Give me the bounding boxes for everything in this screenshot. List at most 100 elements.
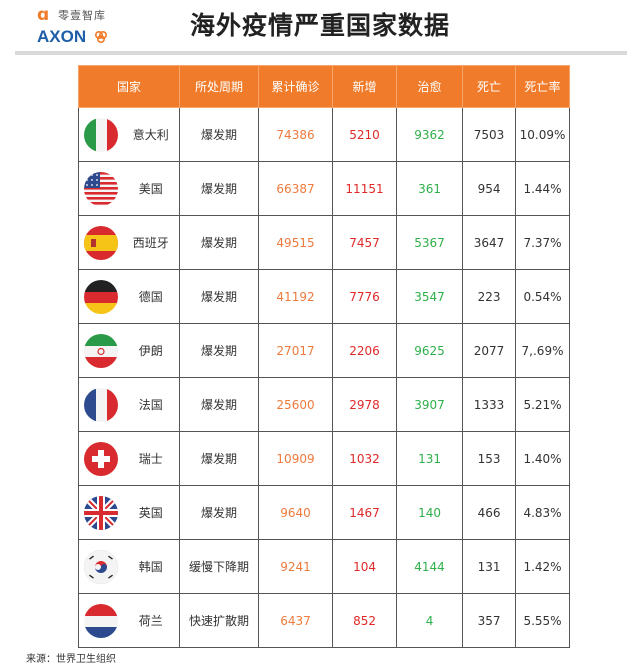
- deaths-cell: 1333: [462, 377, 517, 432]
- logo-mark-icon: ɑ: [37, 4, 50, 25]
- table-row: 法国 爆发期 25600 2978 3907 1333 5.21%: [78, 377, 571, 432]
- flag-cell: [78, 431, 123, 486]
- korea-flag-icon: [83, 549, 118, 584]
- cured-cell: 4144: [396, 539, 464, 594]
- data-table-container: 国家 所处周期 累计确诊 新增 治愈 死亡 死亡率 意大利 爆发期 74386 521…: [77, 65, 571, 648]
- deaths-cell: 7503: [462, 107, 517, 162]
- deaths-cell: 153: [462, 431, 517, 486]
- confirmed-cell: 41192: [258, 269, 334, 324]
- cured-cell: 140: [396, 485, 464, 540]
- logo-english-name: AXON: [37, 27, 87, 46]
- deaths-cell: 3647: [462, 215, 517, 270]
- source-note: 来源：世界卫生组织: [26, 654, 116, 665]
- cured-cell: 3907: [396, 377, 464, 432]
- germany-flag-icon: [83, 279, 118, 314]
- new-cases-cell: 5210: [332, 107, 398, 162]
- table-row: 瑞士 爆发期 10909 1032 131 153 1.40%: [78, 431, 571, 486]
- netherlands-flag-icon: [83, 603, 118, 638]
- death-rate-cell: 10.09%: [515, 107, 571, 162]
- country-cell: 美国: [122, 161, 181, 216]
- death-rate-cell: 5.55%: [515, 593, 571, 648]
- death-rate-cell: 1.44%: [515, 161, 571, 216]
- header-confirmed: 累计确诊: [258, 65, 334, 108]
- confirmed-cell: 10909: [258, 431, 334, 486]
- table-row: 西班牙 爆发期 49515 7457 5367 3647 7.37%: [78, 215, 571, 270]
- period-cell: 爆发期: [179, 431, 260, 486]
- death-rate-cell: 1.42%: [515, 539, 571, 594]
- flag-cell: [78, 485, 123, 540]
- death-rate-cell: 7.37%: [515, 215, 571, 270]
- deaths-cell: 954: [462, 161, 517, 216]
- confirmed-cell: 9640: [258, 485, 334, 540]
- flag-cell: [78, 377, 123, 432]
- confirmed-cell: 25600: [258, 377, 334, 432]
- death-rate-cell: 1.40%: [515, 431, 571, 486]
- logo-chinese-name: 零壹智库: [58, 9, 106, 22]
- new-cases-cell: 7776: [332, 269, 398, 324]
- new-cases-cell: 2206: [332, 323, 398, 378]
- knot-icon: [95, 30, 108, 44]
- title-divider: [15, 51, 627, 55]
- period-cell: 爆发期: [179, 485, 260, 540]
- deaths-cell: 2077: [462, 323, 517, 378]
- table-header-row: 国家 所处周期 累计确诊 新增 治愈 死亡 死亡率: [77, 65, 571, 108]
- confirmed-cell: 66387: [258, 161, 334, 216]
- spain-flag-icon: [83, 225, 118, 260]
- cured-cell: 361: [396, 161, 464, 216]
- new-cases-cell: 2978: [332, 377, 398, 432]
- period-cell: 快速扩散期: [179, 593, 260, 648]
- table-row: 荷兰 快速扩散期 6437 852 4 357 5.55%: [78, 593, 571, 648]
- new-cases-cell: 11151: [332, 161, 398, 216]
- flag-cell: [78, 215, 123, 270]
- table-row: 英国 爆发期 9640 1467 140 466 4.83%: [78, 485, 571, 540]
- new-cases-cell: 104: [332, 539, 398, 594]
- deaths-cell: 357: [462, 593, 517, 648]
- country-cell: 西班牙: [122, 215, 181, 270]
- flag-cell: [78, 161, 123, 216]
- new-cases-cell: 1467: [332, 485, 398, 540]
- deaths-cell: 131: [462, 539, 517, 594]
- cured-cell: 5367: [396, 215, 464, 270]
- table-row: 德国 爆发期 41192 7776 3547 223 0.54%: [78, 269, 571, 324]
- confirmed-cell: 6437: [258, 593, 334, 648]
- flag-cell: [78, 593, 123, 648]
- uk-flag-icon: [83, 495, 118, 530]
- table-row: 意大利 爆发期 74386 5210 9362 7503 10.09%: [78, 107, 571, 162]
- header-death-rate: 死亡率: [515, 65, 571, 108]
- italy-flag-icon: [83, 117, 118, 152]
- period-cell: 爆发期: [179, 323, 260, 378]
- cured-cell: 3547: [396, 269, 464, 324]
- country-cell: 瑞士: [122, 431, 181, 486]
- table-row: 伊朗 爆发期 27017 2206 9625 2077 7,.69%: [78, 323, 571, 378]
- country-cell: 德国: [122, 269, 181, 324]
- period-cell: 爆发期: [179, 215, 260, 270]
- header-period: 所处周期: [179, 65, 260, 108]
- header-cured: 治愈: [396, 65, 464, 108]
- period-cell: 爆发期: [179, 161, 260, 216]
- france-flag-icon: [83, 387, 118, 422]
- country-data-table: 国家 所处周期 累计确诊 新增 治愈 死亡 死亡率 意大利 爆发期 74386 521…: [77, 65, 571, 648]
- death-rate-cell: 0.54%: [515, 269, 571, 324]
- period-cell: 爆发期: [179, 269, 260, 324]
- confirmed-cell: 49515: [258, 215, 334, 270]
- period-cell: 爆发期: [179, 377, 260, 432]
- header-country: 国家: [77, 65, 181, 108]
- country-cell: 意大利: [122, 107, 181, 162]
- country-cell: 法国: [122, 377, 181, 432]
- deaths-cell: 466: [462, 485, 517, 540]
- axon-logo: ɑ 零壹智库 AXON: [37, 6, 133, 46]
- death-rate-cell: 5.21%: [515, 377, 571, 432]
- country-cell: 韩国: [122, 539, 181, 594]
- switzerland-flag-icon: [83, 441, 118, 476]
- flag-cell: [78, 323, 123, 378]
- cured-cell: 9362: [396, 107, 464, 162]
- confirmed-cell: 74386: [258, 107, 334, 162]
- confirmed-cell: 27017: [258, 323, 334, 378]
- header-new: 新增: [332, 65, 398, 108]
- death-rate-cell: 4.83%: [515, 485, 571, 540]
- country-cell: 伊朗: [122, 323, 181, 378]
- new-cases-cell: 1032: [332, 431, 398, 486]
- flag-cell: [78, 269, 123, 324]
- header-deaths: 死亡: [462, 65, 517, 108]
- cured-cell: 4: [396, 593, 464, 648]
